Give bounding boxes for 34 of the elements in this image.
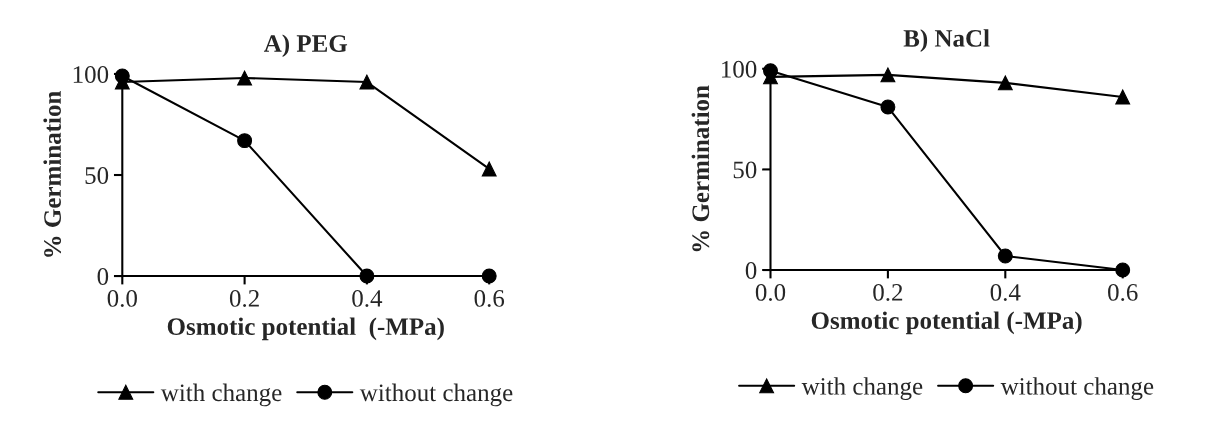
legend-label: with change: [160, 383, 282, 407]
y-tick-label: 0: [97, 268, 109, 285]
legend-label: without change: [1000, 377, 1154, 400]
chart-title: B) NaCl: [903, 29, 990, 52]
legend-label: with change: [801, 377, 923, 400]
x-tick-label: 0.6: [1108, 283, 1138, 301]
y-tick-label: 50: [85, 167, 109, 184]
point: [359, 268, 375, 284]
y-tick-label: 0: [745, 262, 757, 279]
x-tick-label: 0.2: [229, 289, 259, 307]
y-tick-label: 50: [733, 161, 757, 179]
point: [237, 133, 253, 149]
point: [359, 74, 375, 90]
point: [880, 99, 896, 115]
x-tick-label: 0.4: [990, 283, 1021, 301]
legend-label: without change: [359, 383, 513, 407]
point: [880, 67, 896, 83]
point: [481, 161, 497, 177]
x-tick-label: 0.0: [107, 289, 137, 307]
point: [997, 75, 1013, 91]
point: [997, 248, 1013, 264]
x-tick-label: 0.0: [755, 283, 786, 301]
point: [237, 70, 253, 86]
y-axis-title: % Germination: [43, 91, 62, 257]
x-axis-title: Osmotic potential (-MPa): [167, 317, 444, 341]
y-tick-label: 100: [721, 60, 757, 78]
x-tick-label: 0.4: [352, 289, 383, 307]
point: [1115, 89, 1131, 105]
y-axis-title: % Germination: [691, 85, 710, 252]
chart-title: A) PEG: [263, 34, 348, 58]
x-tick-label: 0.2: [873, 283, 903, 301]
x-tick-label: 0.6: [474, 289, 505, 307]
y-tick-label: 100: [73, 66, 109, 83]
x-axis-title: Osmotic potential (-MPa): [811, 311, 1082, 335]
